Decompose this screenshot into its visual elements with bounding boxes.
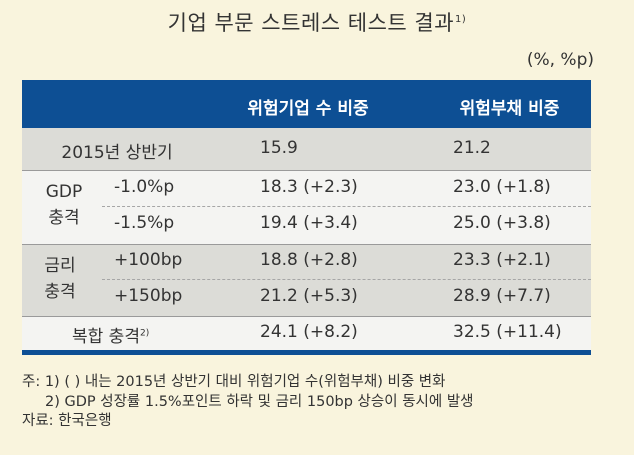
group-label-gdp-line2: 충격 — [48, 208, 80, 228]
row-label-rate-1: +100bp — [114, 250, 183, 270]
combined-footnote-mark: 2) — [139, 328, 150, 339]
stress-test-table: 위험기업 수 비중 위험부채 비중 2015년 상반기 15.9 21.2 GD… — [22, 80, 591, 355]
table-title: 기업 부문 스트레스 테스트 결과1) — [0, 7, 634, 37]
header-risky-debt-share: 위험부채 비중 — [459, 99, 560, 119]
row-label-combined-text: 복합 충격 — [72, 327, 140, 347]
unit-label: (%, %p) — [526, 50, 594, 70]
cell-base-debt: 21.2 — [453, 138, 491, 158]
cell-gdp1-debt: 23.0 (+1.8) — [453, 177, 551, 197]
row-label-combined: 복합 충격2) — [72, 322, 149, 347]
row-combined — [22, 316, 591, 350]
group-label-rate-line1: 금리 — [44, 256, 76, 276]
title-text: 기업 부문 스트레스 테스트 결과 — [167, 11, 455, 35]
group-label-rate-line2: 충격 — [44, 282, 76, 302]
cell-combined-debt: 32.5 (+11.4) — [453, 322, 562, 342]
footnote-2: 2) GDP 성장률 1.5%포인트 하락 및 금리 150bp 상승이 동시에… — [45, 393, 474, 410]
row-divider — [22, 170, 591, 171]
group-label-gdp: GDP 충격 — [34, 179, 94, 231]
table-header: 위험기업 수 비중 위험부채 비중 — [22, 80, 591, 128]
row-group-gdp — [22, 170, 591, 244]
cell-rate2-firms: 21.2 (+5.3) — [260, 286, 358, 306]
row-label-rate-2: +150bp — [114, 286, 183, 306]
group-label-gdp-line1: GDP — [45, 182, 83, 202]
cell-gdp1-firms: 18.3 (+2.3) — [260, 177, 358, 197]
cell-combined-firms: 24.1 (+8.2) — [260, 322, 358, 342]
cell-base-firms: 15.9 — [260, 138, 298, 158]
title-footnote-mark: 1) — [455, 14, 467, 25]
table-bottom-rule — [22, 350, 591, 355]
footnote-1: 주: 1) ( ) 내는 2015년 상반기 대비 위험기업 수(위험부채) 비… — [22, 374, 446, 390]
row-divider-dashed — [102, 206, 591, 207]
group-label-rate: 금리 충격 — [30, 253, 90, 305]
cell-rate1-firms: 18.8 (+2.8) — [260, 250, 358, 270]
row-group-rate — [22, 244, 591, 316]
row-divider — [22, 316, 591, 317]
footnotes: 주: 1) ( ) 내는 2015년 상반기 대비 위험기업 수(위험부채) 비… — [22, 373, 474, 432]
row-label-gdp-1: -1.0%p — [114, 177, 175, 197]
row-label-base: 2015년 상반기 — [61, 143, 173, 163]
row-label-gdp-2: -1.5%p — [114, 213, 175, 233]
cell-gdp2-debt: 25.0 (+3.8) — [453, 213, 551, 233]
cell-gdp2-firms: 19.4 (+3.4) — [260, 213, 358, 233]
cell-rate1-debt: 23.3 (+2.1) — [453, 250, 551, 270]
cell-rate2-debt: 28.9 (+7.7) — [453, 286, 551, 306]
source-note: 자료: 한국은행 — [22, 413, 112, 429]
header-risky-firms-share: 위험기업 수 비중 — [247, 99, 369, 119]
row-divider — [22, 244, 591, 245]
row-divider-dashed — [102, 279, 591, 280]
row-base — [22, 128, 591, 170]
